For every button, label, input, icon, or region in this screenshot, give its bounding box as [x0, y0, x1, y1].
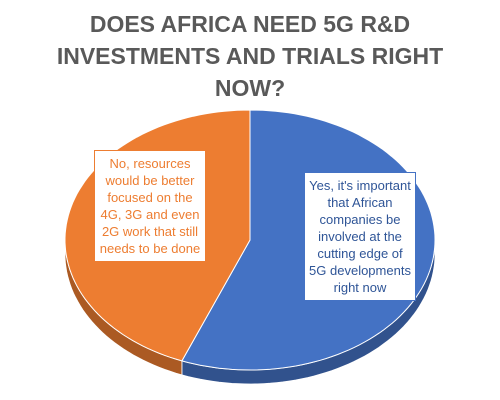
chart-title: DOES AFRICA NEED 5G R&D INVESTMENTS AND …: [56, 11, 444, 101]
slice-label: Yes, it's important that African compani…: [304, 172, 416, 301]
slice-label: No, resources would be better focused on…: [94, 150, 206, 262]
